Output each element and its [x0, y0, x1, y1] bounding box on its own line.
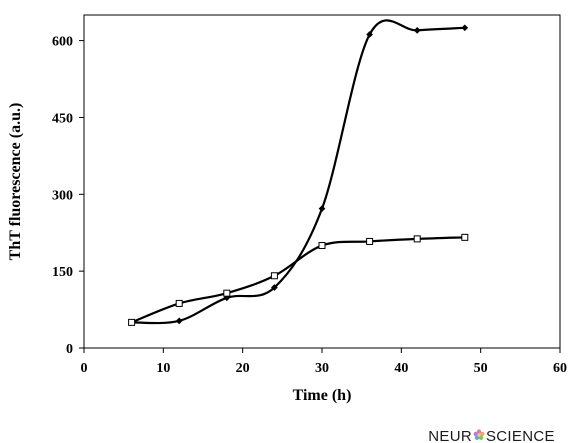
data-point	[413, 27, 421, 34]
series-line	[131, 19, 465, 325]
data-point	[318, 205, 326, 213]
data-point	[175, 299, 183, 307]
data-point	[318, 242, 326, 250]
flower-petal	[480, 431, 485, 437]
plot-area	[83, 14, 561, 349]
x-axis-label: Time (h)	[293, 387, 352, 404]
data-point	[461, 233, 469, 241]
data-point	[175, 317, 183, 325]
y-tick-label: 150	[52, 265, 73, 280]
flower-icon	[473, 429, 485, 440]
data-point	[413, 235, 421, 243]
flower-petal	[473, 431, 478, 437]
series-2	[128, 233, 469, 326]
x-tick-label: 60	[553, 361, 567, 376]
flower-petal	[478, 435, 484, 440]
y-tick-label: 300	[52, 188, 73, 203]
series-line	[131, 236, 465, 324]
y-tick-label: 600	[52, 35, 73, 50]
plot-frame	[83, 14, 561, 349]
data-point	[128, 318, 136, 326]
x-tick-label: 0	[81, 361, 88, 376]
data-point	[271, 284, 278, 291]
flower-petal	[474, 435, 480, 440]
data-point	[223, 294, 231, 302]
x-tick-label: 30	[315, 361, 329, 376]
y-axis-label: ThT fluorescence (a.u.)	[7, 103, 24, 261]
data-point	[461, 24, 469, 32]
series-layer	[128, 19, 469, 326]
x-tick-label: 50	[474, 361, 488, 376]
watermark-logo: NEUR SCIENCE	[428, 428, 554, 443]
x-tick-label: 20	[236, 361, 250, 376]
x-tick-label: 40	[394, 361, 408, 376]
watermark-text-left: NEUR	[428, 428, 472, 443]
flower-petal	[476, 429, 482, 434]
data-point	[366, 31, 373, 38]
watermark-text-right: SCIENCE	[486, 428, 555, 443]
data-point	[270, 272, 278, 280]
y-tick-label: 450	[52, 111, 73, 126]
flower-center	[477, 433, 481, 437]
y-tick-label: 0	[66, 342, 73, 357]
axes: 0 150 300 450 600 0 10 20 30 40 50 60	[52, 35, 567, 376]
series-1	[128, 19, 469, 326]
x-tick-label: 10	[156, 361, 170, 376]
data-point	[223, 289, 231, 297]
data-point	[366, 237, 374, 245]
